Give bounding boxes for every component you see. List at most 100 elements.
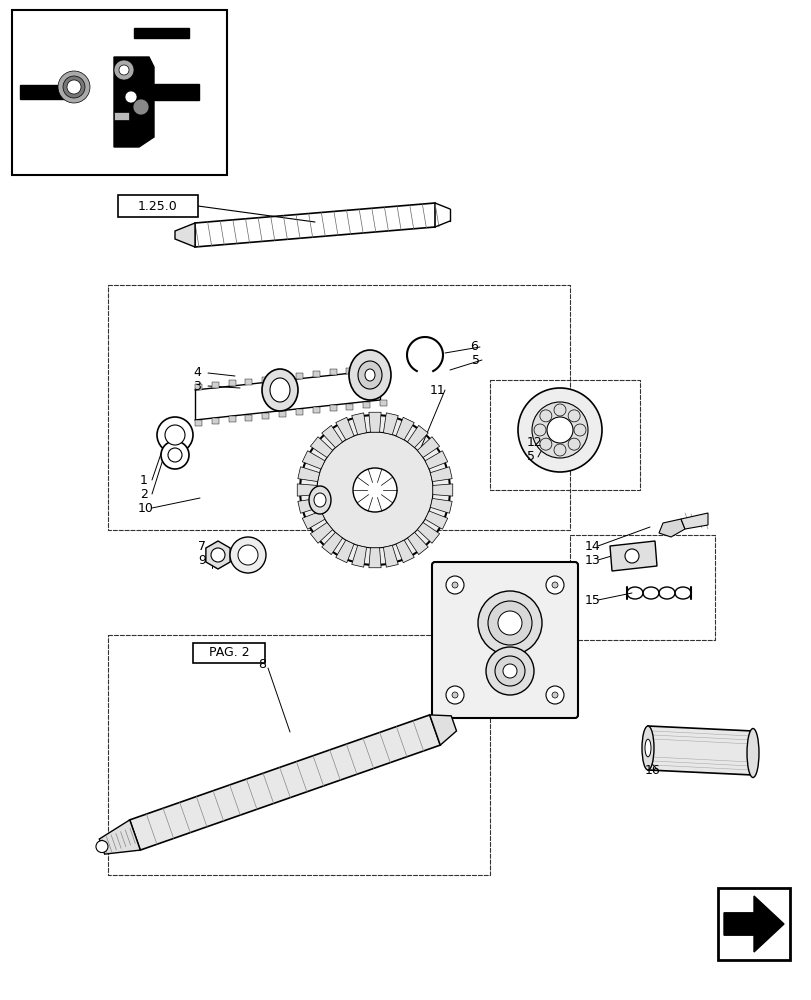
Polygon shape xyxy=(417,522,439,543)
Circle shape xyxy=(486,647,534,695)
Polygon shape xyxy=(351,545,366,567)
Ellipse shape xyxy=(270,378,290,402)
Bar xyxy=(114,112,129,120)
Polygon shape xyxy=(396,417,414,440)
Bar xyxy=(380,400,387,406)
Circle shape xyxy=(539,438,551,450)
Bar xyxy=(262,377,269,383)
Ellipse shape xyxy=(262,369,298,411)
Polygon shape xyxy=(298,498,320,513)
Polygon shape xyxy=(647,726,752,775)
Circle shape xyxy=(67,80,81,94)
Polygon shape xyxy=(432,484,453,496)
Polygon shape xyxy=(609,541,656,571)
Circle shape xyxy=(497,611,521,635)
Text: 16: 16 xyxy=(644,764,660,776)
Text: 9: 9 xyxy=(198,554,206,568)
Polygon shape xyxy=(298,467,320,482)
Polygon shape xyxy=(429,715,456,745)
Bar xyxy=(363,366,370,372)
Bar xyxy=(329,369,336,375)
Circle shape xyxy=(445,686,463,704)
Bar xyxy=(118,195,198,217)
Polygon shape xyxy=(430,498,452,513)
Bar xyxy=(262,413,269,419)
Ellipse shape xyxy=(746,728,758,778)
FancyBboxPatch shape xyxy=(431,562,577,718)
Ellipse shape xyxy=(642,726,653,770)
Bar xyxy=(20,85,80,99)
Circle shape xyxy=(452,582,457,588)
Circle shape xyxy=(445,576,463,594)
Bar xyxy=(346,404,353,410)
Bar xyxy=(363,402,370,408)
Text: 10: 10 xyxy=(138,502,154,514)
Circle shape xyxy=(495,656,525,686)
Bar xyxy=(312,371,320,377)
Circle shape xyxy=(545,576,564,594)
Polygon shape xyxy=(335,417,354,440)
Circle shape xyxy=(539,410,551,422)
Polygon shape xyxy=(425,451,447,469)
Bar xyxy=(212,382,218,388)
Ellipse shape xyxy=(358,361,381,389)
Circle shape xyxy=(119,65,129,75)
Circle shape xyxy=(211,548,225,562)
Circle shape xyxy=(452,692,457,698)
Text: 12: 12 xyxy=(526,436,542,450)
Polygon shape xyxy=(368,548,380,568)
Polygon shape xyxy=(310,437,333,458)
Circle shape xyxy=(517,388,601,472)
Polygon shape xyxy=(130,715,440,850)
Polygon shape xyxy=(310,522,333,543)
Ellipse shape xyxy=(365,369,375,381)
Circle shape xyxy=(157,417,193,453)
Polygon shape xyxy=(659,519,684,537)
Text: 5: 5 xyxy=(471,354,479,366)
Circle shape xyxy=(545,686,564,704)
Circle shape xyxy=(553,404,565,416)
Polygon shape xyxy=(368,412,380,432)
Bar xyxy=(229,380,235,386)
Polygon shape xyxy=(396,540,414,563)
Circle shape xyxy=(230,537,266,573)
Circle shape xyxy=(478,591,541,655)
Bar xyxy=(329,405,336,411)
Circle shape xyxy=(624,549,638,563)
Circle shape xyxy=(168,448,182,462)
Bar xyxy=(12,10,227,175)
Text: 1.25.0: 1.25.0 xyxy=(138,200,178,213)
Polygon shape xyxy=(383,413,397,435)
Circle shape xyxy=(133,99,148,115)
Circle shape xyxy=(125,91,137,103)
Polygon shape xyxy=(425,511,447,529)
Polygon shape xyxy=(206,541,230,569)
Circle shape xyxy=(551,692,557,698)
Bar xyxy=(20,18,219,167)
Circle shape xyxy=(531,402,587,458)
Circle shape xyxy=(573,424,586,436)
Text: 1: 1 xyxy=(139,474,148,487)
Circle shape xyxy=(568,438,579,450)
Bar xyxy=(229,416,235,422)
Circle shape xyxy=(114,60,134,80)
Circle shape xyxy=(553,444,565,456)
Polygon shape xyxy=(321,532,342,555)
Bar xyxy=(134,28,189,38)
Ellipse shape xyxy=(309,486,331,514)
Circle shape xyxy=(316,432,432,548)
Circle shape xyxy=(547,417,573,443)
Bar xyxy=(193,643,264,663)
Circle shape xyxy=(299,415,449,565)
Circle shape xyxy=(568,410,579,422)
Bar xyxy=(717,888,789,960)
Text: 13: 13 xyxy=(584,554,600,566)
Polygon shape xyxy=(99,820,140,854)
Text: 8: 8 xyxy=(258,658,266,672)
Circle shape xyxy=(534,424,545,436)
Polygon shape xyxy=(417,437,439,458)
Polygon shape xyxy=(297,484,317,496)
Text: 4: 4 xyxy=(193,366,200,379)
Bar xyxy=(380,364,387,370)
Circle shape xyxy=(63,76,85,98)
